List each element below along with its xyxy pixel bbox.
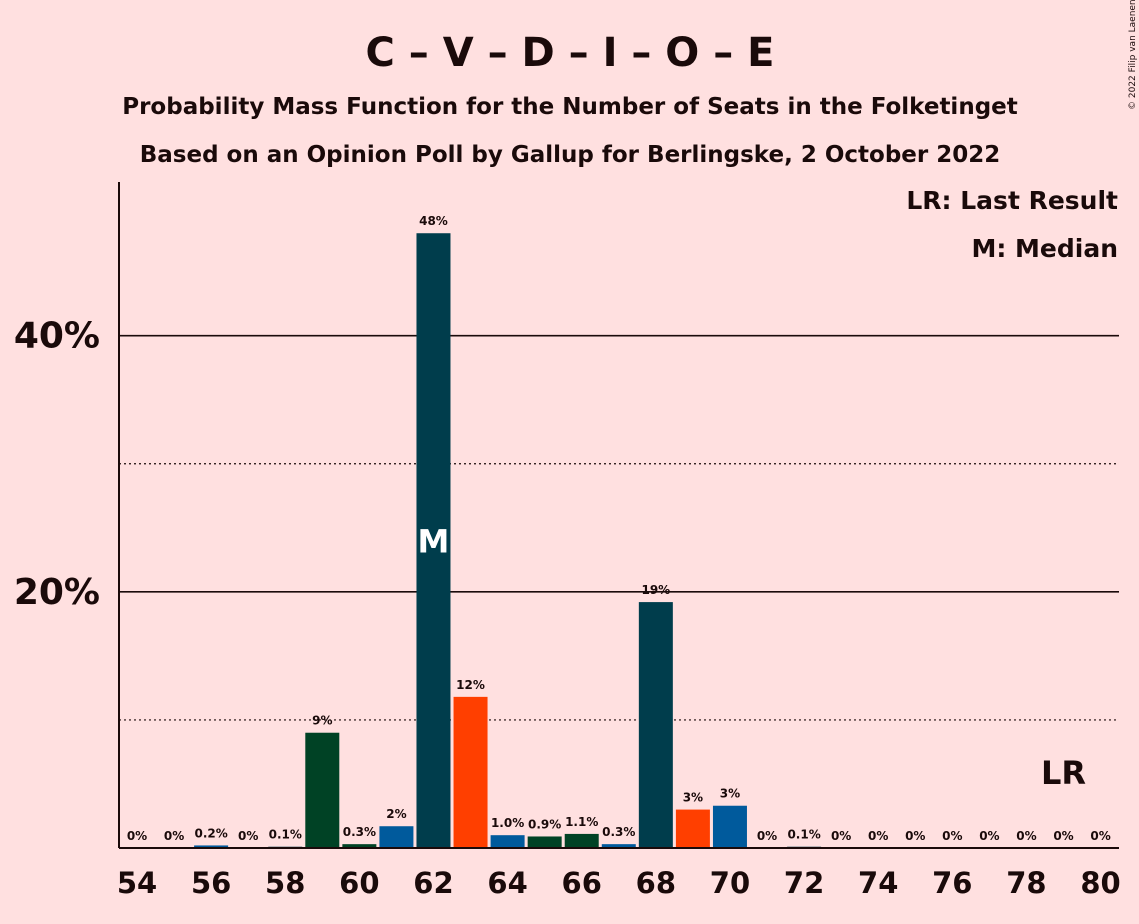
x-tick-label: 72 (784, 866, 824, 900)
copyright-text: © 2022 Filip van Laenen (1128, 0, 1138, 110)
chart-title: C – V – D – I – O – E (366, 30, 775, 76)
bar-seat-60 (342, 844, 377, 848)
y-tick-labels: 20% 40% (14, 316, 100, 613)
data-label-seat-80: 0% (1090, 829, 1110, 843)
data-label-seat-67: 0.3% (602, 825, 635, 839)
data-labels: 0% 0% 0.2% 0% 0.1% 9% 0.3% 2% 48% 12% 1.0% 0.9% 1.1%… (127, 214, 1111, 843)
data-label-seat-59: 9% (312, 714, 332, 728)
bar-seat-63 (453, 696, 488, 848)
x-tick-label: 68 (636, 866, 676, 900)
data-label-seat-73: 0% (831, 829, 851, 843)
bar-seat-69 (675, 809, 710, 848)
x-tick-label: 58 (265, 866, 305, 900)
data-label-seat-61: 2% (386, 807, 406, 821)
x-tick-label: 74 (858, 866, 898, 900)
data-label-seat-56: 0.2% (194, 826, 227, 840)
bars (194, 233, 822, 848)
legend-last-result: LR: Last Result (906, 186, 1118, 215)
x-tick-labels: 54 56 58 60 62 64 66 68 70 72 74 76 78 80 (117, 866, 1121, 900)
x-tick-label: 66 (562, 866, 602, 900)
data-label-seat-70: 3% (720, 787, 740, 801)
data-label-seat-60: 0.3% (343, 825, 376, 839)
x-tick-label: 80 (1080, 866, 1120, 900)
data-label-seat-64: 1.0% (491, 816, 524, 830)
bar-seat-70 (712, 805, 747, 848)
y-tick-label: 40% (14, 316, 100, 357)
bar-seat-59 (305, 732, 340, 848)
data-label-seat-69: 3% (683, 791, 703, 805)
data-label-seat-58: 0.1% (269, 828, 302, 842)
x-tick-label: 56 (191, 866, 231, 900)
data-label-seat-75: 0% (905, 829, 925, 843)
data-label-seat-72: 0.1% (787, 828, 820, 842)
data-label-seat-55: 0% (164, 829, 184, 843)
last-result-marker: LR (1041, 754, 1086, 792)
bar-seat-65 (527, 836, 562, 848)
x-tick-label: 60 (339, 866, 379, 900)
bar-seat-66 (564, 833, 599, 848)
chart-subtitle-1: Probability Mass Function for the Number… (122, 94, 1018, 120)
data-label-seat-63: 12% (456, 678, 485, 692)
data-label-seat-57: 0% (238, 829, 258, 843)
y-tick-label: 20% (14, 572, 100, 613)
bar-seat-68 (638, 602, 673, 848)
bar-seat-64 (490, 835, 525, 848)
data-label-seat-78: 0% (1016, 829, 1036, 843)
data-label-seat-74: 0% (868, 829, 888, 843)
bar-seat-61 (379, 826, 414, 848)
data-label-seat-62: 48% (419, 214, 448, 228)
data-label-seat-54: 0% (127, 829, 147, 843)
x-tick-label: 54 (117, 866, 157, 900)
data-label-seat-68: 19% (641, 583, 670, 597)
x-tick-label: 70 (710, 866, 750, 900)
data-label-seat-76: 0% (942, 829, 962, 843)
x-tick-label: 62 (413, 866, 453, 900)
x-tick-label: 78 (1006, 866, 1046, 900)
chart-subtitle-2: Based on an Opinion Poll by Gallup for B… (140, 142, 1001, 168)
legend-median: M: Median (971, 234, 1118, 263)
data-label-seat-66: 1.1% (565, 815, 598, 829)
bar-seat-67 (601, 844, 636, 848)
data-label-seat-79: 0% (1053, 829, 1073, 843)
x-tick-label: 76 (932, 866, 972, 900)
bar-seat-62 (416, 233, 451, 848)
data-label-seat-71: 0% (757, 829, 777, 843)
median-marker: M (418, 523, 450, 561)
data-label-seat-65: 0.9% (528, 817, 561, 831)
gridlines (119, 334, 1119, 721)
data-label-seat-77: 0% (979, 829, 999, 843)
x-tick-label: 64 (487, 866, 527, 900)
bar-seat-56 (194, 845, 229, 848)
